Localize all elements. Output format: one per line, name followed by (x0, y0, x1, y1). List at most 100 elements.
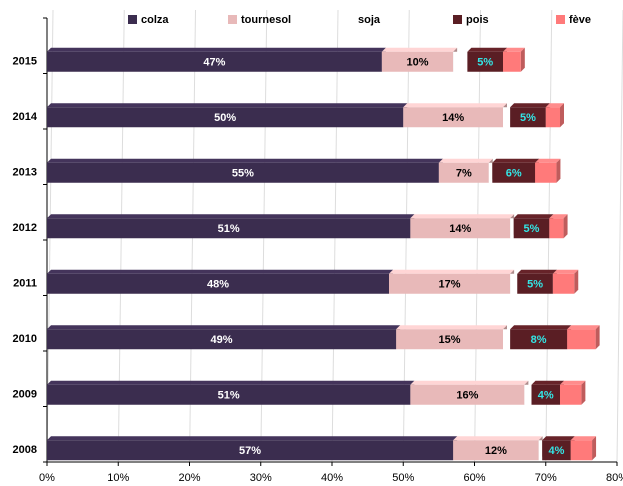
bar-side (520, 47, 525, 72)
legend-swatch (228, 15, 237, 24)
y-tick-label: 2010 (13, 333, 37, 345)
x-tick-label: 60% (463, 472, 485, 484)
data-label: 12% (485, 445, 507, 457)
bar-side (556, 158, 561, 183)
bar (549, 218, 564, 239)
bar (47, 440, 454, 461)
x-tick-label: 20% (178, 472, 200, 484)
bar (503, 107, 511, 128)
bar (510, 273, 518, 294)
bar-top (47, 269, 393, 274)
bar-top (552, 269, 579, 274)
bar (47, 51, 382, 72)
bar-top (492, 158, 540, 163)
bar (47, 107, 404, 128)
data-label: 5% (524, 223, 540, 235)
bar (410, 384, 525, 405)
x-tick-label: 80% (606, 472, 623, 484)
y-tick-label: 2013 (13, 167, 37, 179)
bar (542, 440, 571, 461)
bar (503, 329, 511, 350)
bar-top (560, 380, 586, 385)
bar (503, 51, 521, 72)
bar-top (503, 47, 525, 52)
bar-top (47, 214, 415, 219)
bar (510, 218, 514, 239)
bar-side (574, 269, 579, 294)
data-label: 16% (456, 390, 478, 402)
data-label: 57% (239, 445, 261, 457)
legend-swatch (345, 15, 354, 24)
bar (396, 329, 503, 350)
bar-top (47, 47, 386, 52)
bar (524, 384, 532, 405)
bar (381, 51, 454, 72)
bar-top (410, 214, 515, 219)
bar-top (389, 269, 515, 274)
bar (513, 218, 550, 239)
legend-swatch (453, 15, 462, 24)
data-label: 6% (506, 168, 522, 180)
x-tick-label: 10% (107, 472, 129, 484)
bar-top (531, 380, 564, 385)
bar-top (510, 325, 572, 330)
bar-side (581, 380, 586, 405)
bar-top (47, 436, 458, 441)
data-label: 55% (232, 168, 254, 180)
data-label: 14% (442, 112, 464, 124)
x-tick-label: 30% (250, 472, 272, 484)
bar-side (592, 436, 597, 461)
legend-swatch (556, 15, 565, 24)
data-label: 10% (406, 57, 428, 69)
bar-top (517, 269, 557, 274)
bar (560, 384, 582, 405)
bar-top (453, 436, 543, 441)
bar-side (560, 103, 564, 128)
y-tick-label: 2008 (13, 444, 37, 456)
legend-label: pois (466, 14, 489, 26)
data-label: 14% (449, 223, 471, 235)
bar-top (535, 158, 561, 163)
legend-label: fève (569, 14, 591, 26)
bar (492, 162, 536, 183)
bar-top (410, 380, 529, 385)
bar-side (595, 325, 600, 350)
bar (453, 51, 468, 72)
data-label: 5% (477, 57, 493, 69)
bar (467, 51, 503, 72)
bar-top (47, 103, 408, 108)
bar (535, 162, 557, 183)
bar (488, 162, 493, 183)
bar (389, 273, 511, 294)
x-tick-label: 70% (535, 472, 557, 484)
bar-top (47, 158, 443, 163)
bar-top (396, 325, 507, 330)
bar (438, 162, 489, 183)
bar (453, 440, 539, 461)
bar (570, 440, 593, 461)
legend-label: colza (141, 14, 169, 26)
data-label: 15% (439, 334, 461, 346)
y-tick-label: 2012 (13, 222, 37, 234)
bar-top (542, 436, 575, 441)
bar-top (567, 325, 600, 330)
data-label: 17% (439, 279, 461, 291)
bar (47, 162, 439, 183)
data-label: 47% (203, 57, 225, 69)
bar-top (403, 103, 507, 108)
legend-label: tournesol (241, 14, 291, 26)
y-tick-label: 2009 (13, 389, 37, 401)
bar-top (545, 103, 564, 108)
grid-line (616, 9, 623, 463)
y-tick-label: 2014 (13, 111, 38, 123)
bar (510, 329, 568, 350)
data-label: 48% (207, 279, 229, 291)
bar (531, 384, 560, 405)
legend-swatch (128, 15, 137, 24)
data-label: 5% (520, 112, 536, 124)
bar (47, 273, 389, 294)
bar-top (510, 103, 550, 108)
y-tick-label: 2011 (13, 278, 37, 290)
bar-top (467, 47, 507, 52)
data-label: 49% (211, 334, 233, 346)
